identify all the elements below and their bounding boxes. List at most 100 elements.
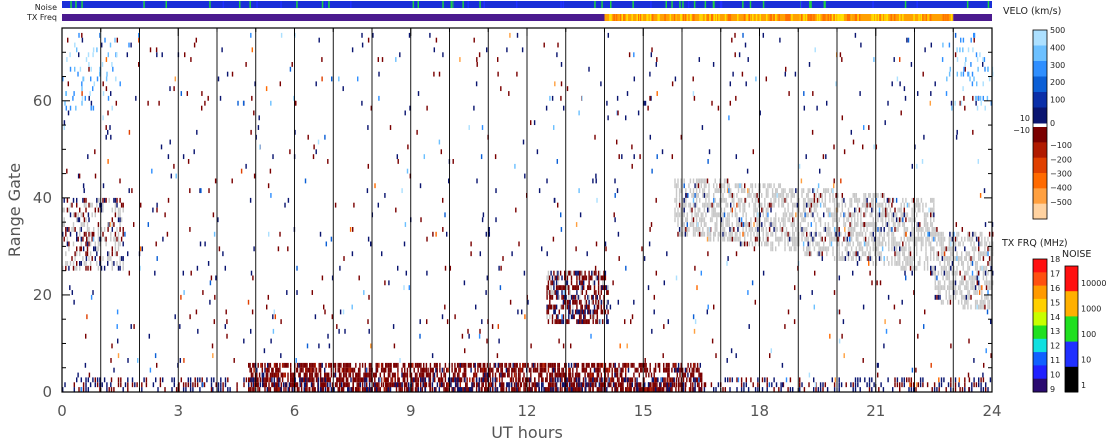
sparse-cell [395, 57, 397, 62]
ground-scatter-cell [903, 231, 906, 237]
near-range-cell [722, 387, 724, 392]
velocity-cell [416, 362, 418, 368]
ground-scatter-cell [819, 246, 822, 252]
ground-scatter-cell [713, 193, 715, 198]
sparse-cell [325, 241, 328, 247]
sparse-cell [711, 338, 714, 344]
sparse-cell [953, 231, 955, 237]
velocity-cell [596, 304, 599, 310]
txfreq-tick [743, 14, 746, 21]
sparse-cell [950, 343, 952, 349]
near-range-cell [236, 387, 238, 392]
velocity-cell [583, 285, 585, 291]
sparse-cell [911, 270, 913, 276]
sparse-cell [717, 105, 720, 111]
ground-scatter-cell [933, 256, 935, 261]
velocity-cell [447, 382, 449, 388]
ground-scatter-cell [682, 222, 684, 227]
velocity-cell [580, 280, 582, 286]
sparse-cell [615, 387, 618, 392]
velocity-cell [305, 377, 307, 383]
sparse-cell [637, 110, 640, 116]
velocity-cell [481, 377, 483, 383]
velocity-cell [356, 387, 358, 392]
near-range-cell [227, 387, 229, 392]
sparse-cell [253, 173, 256, 179]
ground-scatter-cell [788, 217, 791, 223]
ground-scatter-cell [850, 256, 853, 261]
sparse-cell [929, 100, 932, 106]
velocity-cell [391, 377, 394, 383]
sparse-cell [840, 178, 842, 184]
near-range-cell [636, 382, 638, 388]
txfreq-tick [715, 14, 718, 21]
ground-scatter-cell [719, 178, 721, 184]
ground-scatter-cell [796, 193, 799, 198]
sparse-cell [697, 183, 700, 189]
txfreq-tick [657, 14, 659, 21]
ground-scatter-cell [919, 236, 921, 242]
sparse-cell [441, 367, 444, 373]
sparse-cell [152, 207, 154, 213]
near-range-cell [210, 382, 213, 388]
ground-scatter-cell [992, 246, 994, 252]
ground-scatter-cell [855, 197, 858, 203]
sparse-cell [107, 129, 109, 135]
ground-scatter-cell [888, 222, 890, 227]
sparse-cell [486, 338, 488, 344]
velocity-cell [395, 387, 398, 392]
velocity-cell [281, 377, 284, 383]
sparse-cell [331, 76, 333, 82]
velocity-cell [545, 387, 547, 392]
sparse-cell [406, 168, 409, 174]
near-range-cell [764, 377, 766, 383]
velocity-cell [386, 387, 388, 392]
velocity-cell [512, 377, 514, 383]
ground-scatter-cell [933, 270, 935, 276]
sparse-cell [949, 299, 952, 305]
ground-scatter-cell [906, 261, 909, 266]
sparse-cell [435, 231, 437, 237]
txfreq-bar [62, 14, 992, 21]
sparse-cell [87, 154, 89, 160]
ground-scatter-cell [813, 207, 816, 213]
velocity-cell [551, 382, 554, 388]
ground-scatter-cell [923, 217, 926, 223]
sparse-cell [334, 202, 337, 208]
ground-scatter-cell [888, 241, 890, 247]
ground-scatter-cell [883, 261, 885, 266]
ground-scatter-cell [122, 261, 124, 266]
ground-scatter-cell [838, 236, 840, 242]
ground-scatter-cell [863, 251, 865, 257]
sparse-cell [149, 47, 152, 53]
ground-scatter-cell [807, 251, 809, 257]
velocity-cell [296, 367, 299, 373]
near-range-cell [94, 377, 97, 383]
sparse-cell [226, 319, 228, 325]
near-range-cell [815, 387, 817, 392]
near-range-cell [320, 382, 322, 388]
ground-scatter-cell [959, 241, 961, 247]
sparse-cell [166, 231, 169, 237]
sparse-cell [126, 52, 129, 58]
ground-scatter-cell [987, 294, 989, 300]
ground-scatter-cell [801, 212, 803, 218]
velocity-cell [656, 377, 658, 383]
ground-scatter-cell [685, 202, 687, 208]
noise-tick [742, 1, 744, 8]
near-range-cell [438, 377, 441, 383]
velocity-cell [696, 362, 699, 368]
velocity-cell [523, 362, 525, 368]
sparse-cell [706, 309, 709, 315]
sparse-cell [277, 246, 280, 252]
velocity-cell [291, 377, 293, 383]
velocity-cell [585, 299, 588, 305]
high-velocity-cell [62, 76, 64, 82]
ground-scatter-cell [705, 178, 707, 184]
ground-scatter-cell [726, 183, 729, 189]
velocity-cell [324, 367, 326, 373]
velocity-cell [397, 362, 399, 368]
sparse-cell [964, 105, 966, 111]
sparse-cell [604, 241, 607, 247]
sparse-cell [189, 227, 191, 232]
